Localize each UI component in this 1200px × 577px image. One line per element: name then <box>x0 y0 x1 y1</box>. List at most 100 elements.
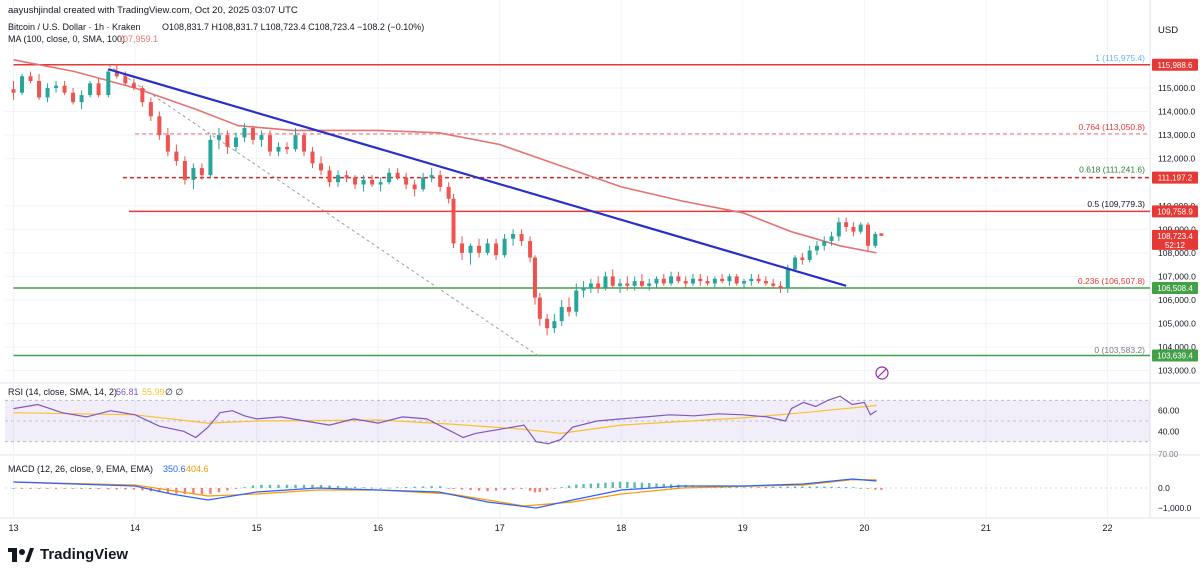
candle-body <box>566 307 571 312</box>
candle-body <box>749 278 754 282</box>
candle-body <box>79 95 84 103</box>
candle-body <box>800 257 805 260</box>
candle-body <box>639 281 644 286</box>
price-tick-label: 107,000.0 <box>1158 271 1196 281</box>
candle-body <box>421 177 426 190</box>
macd-histogram-bar <box>477 488 481 491</box>
candle-body <box>45 88 50 98</box>
candle-body <box>62 85 67 93</box>
candle-body <box>208 139 213 176</box>
time-axis-label: 22 <box>1102 523 1112 533</box>
candle-body <box>361 179 366 185</box>
macd-histogram-bar <box>618 481 622 488</box>
rsi-ma-value: 55.99 <box>142 387 165 397</box>
macd-histogram-bar <box>379 487 382 489</box>
macd-histogram-bar <box>302 484 306 488</box>
target-icon[interactable] <box>875 366 889 380</box>
macd-histogram-bar <box>124 488 127 490</box>
macd-histogram-bar <box>430 486 433 488</box>
candle-body <box>519 234 524 242</box>
candle-body <box>477 245 482 253</box>
macd-label: MACD (12, 26, close, 9, EMA, EMA) <box>8 464 153 474</box>
candle-body <box>37 80 42 98</box>
candle-body <box>829 236 834 242</box>
macd-histogram-bar <box>37 488 41 489</box>
rsi-tick-label: 60.00 <box>1158 406 1180 416</box>
candle-body <box>468 245 473 253</box>
macd-histogram-bar <box>209 488 212 494</box>
time-axis-label: 15 <box>252 523 262 533</box>
candle-body <box>344 175 349 178</box>
macd-histogram-bar <box>699 485 702 488</box>
tradingview-logo[interactable]: TradingView <box>8 546 128 563</box>
macd-histogram-bar <box>12 488 15 489</box>
candle-body <box>451 198 456 244</box>
candle-body <box>494 243 499 256</box>
candle-body <box>537 297 542 319</box>
price-badge-countdown: 52:12 <box>1165 241 1186 250</box>
macd-histogram-bar <box>251 485 255 488</box>
macd-histogram-bar <box>538 488 542 492</box>
candle-body <box>353 177 358 185</box>
candle-body <box>683 281 688 284</box>
macd-histogram-bar <box>277 484 280 488</box>
candle-body <box>54 85 59 89</box>
candle-body <box>438 175 443 187</box>
price-badge <box>1152 349 1198 362</box>
price-tick-label: 112,000.0 <box>1158 154 1195 164</box>
macd-histogram-bar <box>757 487 760 488</box>
macd-histogram-bar <box>107 488 110 490</box>
ma-value: 107,959.1 <box>118 34 158 44</box>
candle-body <box>284 146 289 150</box>
macd-histogram-bar <box>852 487 855 488</box>
macd-histogram-bar <box>880 488 883 490</box>
candle-body <box>250 128 255 140</box>
macd-histogram-bar <box>655 483 658 488</box>
candle-body <box>844 222 849 227</box>
candle-body <box>429 175 434 178</box>
macd-histogram-bar <box>294 484 297 488</box>
candle-body <box>140 88 145 103</box>
candle-body <box>28 76 33 81</box>
macd-histogram-bar <box>158 488 161 493</box>
candle-body <box>618 283 623 286</box>
candle-body <box>460 243 465 253</box>
candle-body <box>267 135 272 152</box>
candle-body <box>123 76 128 84</box>
macd-histogram-bar <box>80 488 83 489</box>
macd-histogram-bar <box>830 486 833 488</box>
candle-body <box>879 233 884 236</box>
price-badge-label: 109,758.9 <box>1157 207 1193 216</box>
price-tick-label: 109,000.0 <box>1158 224 1196 234</box>
rsi-pane <box>5 395 1150 445</box>
candle-body <box>96 83 101 96</box>
candle-body <box>511 234 516 239</box>
candle-body <box>661 278 666 284</box>
candle-body <box>11 89 16 93</box>
macd-histogram-bar <box>808 486 811 488</box>
macd-histogram-bar <box>54 488 58 489</box>
fib-label: 0.5 (109,779.3) <box>1087 199 1145 209</box>
time-axis-label: 20 <box>859 523 869 533</box>
candle-body <box>293 135 298 150</box>
macd-histogram-bar <box>447 488 450 489</box>
macd-histogram-bar <box>141 488 144 491</box>
candle-body <box>233 137 238 147</box>
macd-histogram-bar <box>633 482 636 488</box>
rsi-value: 56.81 <box>116 387 139 397</box>
macd-histogram-bar <box>328 485 331 488</box>
price-badge <box>1152 205 1198 218</box>
fib-label: 0.618 (111,241.6) <box>1079 165 1145 175</box>
macd-histogram-bar <box>29 488 32 489</box>
price-badge-label: 108,723.4 <box>1157 232 1193 241</box>
candle-body <box>851 226 856 232</box>
macd-tick-label: 0.0 <box>1158 483 1170 493</box>
macd-histogram-bar <box>801 486 804 488</box>
candle-body <box>588 283 593 289</box>
candle-body <box>690 278 695 284</box>
macd-histogram-bar <box>575 484 578 488</box>
candle-body <box>319 163 324 171</box>
macd-histogram-bar <box>132 488 136 490</box>
macd-histogram-bar <box>243 487 246 488</box>
